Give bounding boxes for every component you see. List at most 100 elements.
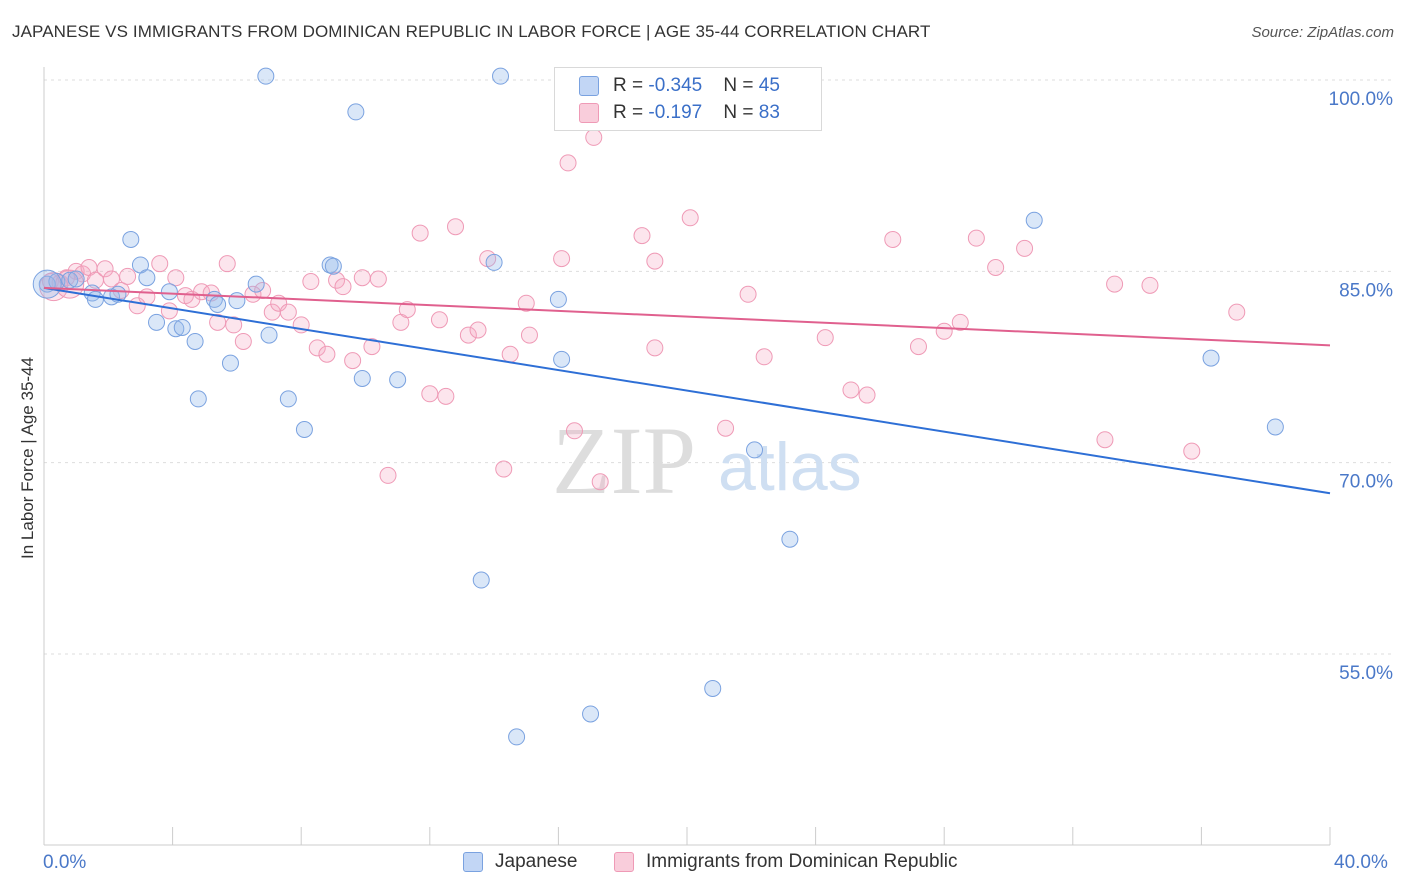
series-legend: Japanese Immigrants from Dominican Repub… — [0, 851, 1406, 877]
point-dominican — [858, 386, 876, 404]
point-dominican — [591, 473, 609, 491]
point-dominican — [967, 229, 985, 247]
x-tick-label-max: 40.0% — [1334, 852, 1388, 873]
point-dominican — [1016, 239, 1034, 257]
point-japanese — [138, 269, 156, 287]
point-dominican — [279, 303, 297, 321]
point-dominican — [935, 322, 953, 340]
point-japanese — [160, 283, 178, 301]
trend-line-dominican — [43, 286, 1331, 347]
legend-swatch-dominican — [579, 103, 599, 123]
point-dominican — [1183, 442, 1201, 460]
point-dominican — [909, 338, 927, 356]
y-tick-labels: 55.0% 70.0% 85.0% 100.0% — [1329, 89, 1394, 684]
point-japanese — [485, 253, 503, 271]
point-dominican — [421, 385, 439, 403]
point-japanese — [472, 571, 490, 589]
source-credit: Source: ZipAtlas.com — [1251, 24, 1394, 41]
point-dominican — [151, 255, 169, 273]
point-dominican — [585, 128, 603, 146]
point-dominican — [553, 250, 571, 268]
point-japanese — [746, 441, 764, 459]
legend-n-label: N = — [723, 75, 759, 96]
point-dominican — [363, 338, 381, 356]
watermark-zip: ZIP — [552, 407, 696, 514]
legend-swatch-japanese — [463, 852, 483, 872]
point-dominican — [565, 422, 583, 440]
point-japanese — [389, 371, 407, 389]
y-tick-label: 85.0% — [1339, 280, 1393, 301]
point-japanese — [279, 390, 297, 408]
point-japanese — [257, 67, 275, 85]
point-dominican — [318, 345, 336, 363]
point-dominican — [160, 302, 178, 320]
point-japanese — [1266, 418, 1284, 436]
point-dominican — [884, 230, 902, 248]
point-dominican — [302, 273, 320, 291]
point-dominican — [119, 267, 137, 285]
point-dominican — [167, 269, 185, 287]
point-dominican — [495, 460, 513, 478]
trend-lines — [43, 286, 1331, 495]
point-japanese — [704, 679, 722, 697]
point-dominican — [398, 301, 416, 319]
point-dominican — [96, 260, 114, 278]
point-japanese — [1025, 211, 1043, 229]
legend-item-japanese[interactable]: Japanese — [463, 851, 577, 873]
point-japanese — [67, 270, 85, 288]
point-japanese — [1202, 349, 1220, 367]
point-japanese — [508, 728, 526, 746]
point-dominican — [218, 255, 236, 273]
point-dominican — [308, 339, 326, 357]
y-tick-label: 55.0% — [1339, 663, 1393, 684]
point-dominican — [1106, 275, 1124, 293]
watermark-atlas: atlas — [718, 429, 862, 505]
point-dominican — [334, 278, 352, 296]
point-dominican — [520, 326, 538, 344]
legend-r-label: R = — [613, 102, 649, 123]
point-japanese — [553, 350, 571, 368]
point-dominican — [459, 326, 477, 344]
y-axis-label: In Labor Force | Age 35-44 — [18, 357, 37, 559]
point-japanese — [86, 290, 104, 308]
legend-r-value: -0.345 — [648, 75, 703, 96]
legend-swatch-japanese — [579, 76, 599, 96]
point-dominican — [717, 419, 735, 437]
point-dominican — [379, 466, 397, 484]
point-dominican — [1228, 303, 1246, 321]
legend-n-value: 83 — [758, 102, 780, 123]
legend-n-value: 45 — [758, 75, 780, 96]
legend-n-label: N = — [723, 102, 759, 123]
point-dominican — [430, 311, 448, 329]
legend-label-japanese: Japanese — [495, 851, 578, 872]
point-dominican — [447, 218, 465, 236]
legend-item-dominican[interactable]: Immigrants from Dominican Republic — [614, 851, 958, 873]
point-japanese — [492, 67, 510, 85]
point-dominican — [411, 224, 429, 242]
y-tick-label: 70.0% — [1339, 472, 1393, 493]
y-tick-label: 100.0% — [1329, 89, 1394, 110]
point-dominican — [681, 209, 699, 227]
point-dominican — [987, 259, 1005, 277]
point-japanese — [228, 292, 246, 310]
point-japanese — [582, 705, 600, 723]
point-dominican — [234, 332, 252, 350]
point-dominican — [816, 329, 834, 347]
point-dominican — [646, 252, 664, 270]
point-japanese — [353, 369, 371, 387]
point-dominican — [646, 339, 664, 357]
point-japanese — [173, 318, 191, 336]
point-japanese — [260, 326, 278, 344]
point-dominican — [755, 348, 773, 366]
point-dominican — [369, 270, 387, 288]
point-dominican — [344, 352, 362, 370]
series-japanese-points — [32, 67, 1284, 746]
legend-r-label: R = — [613, 75, 649, 96]
point-japanese — [295, 421, 313, 439]
point-japanese — [186, 332, 204, 350]
point-dominican — [842, 381, 860, 399]
point-dominican — [225, 316, 243, 334]
point-dominican — [469, 321, 487, 339]
point-dominican — [559, 154, 577, 172]
point-dominican — [951, 313, 969, 331]
